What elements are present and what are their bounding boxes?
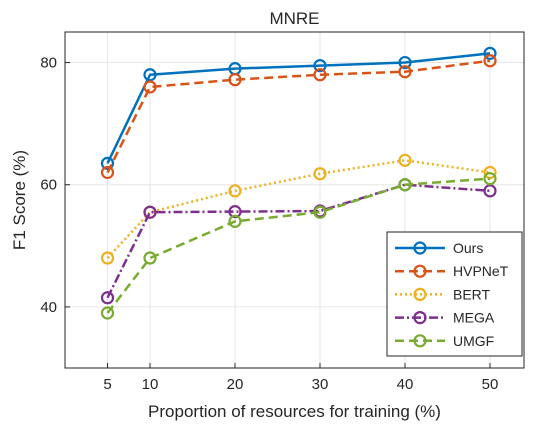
data-point bbox=[313, 167, 327, 181]
series-hvpnet bbox=[100, 54, 497, 180]
legend-item: HVPNeT bbox=[395, 263, 509, 279]
legend-swatch-marker bbox=[413, 287, 427, 301]
legend-item: Ours bbox=[395, 240, 483, 256]
data-point bbox=[100, 251, 115, 265]
data-point bbox=[483, 165, 497, 180]
data-point bbox=[313, 68, 327, 82]
series-line bbox=[106, 52, 491, 164]
data-point bbox=[143, 251, 157, 265]
data-point bbox=[483, 54, 497, 68]
data-point bbox=[143, 68, 157, 82]
series-ours bbox=[100, 46, 497, 170]
data-point bbox=[398, 65, 412, 79]
data-point bbox=[143, 80, 157, 94]
data-point bbox=[143, 205, 157, 219]
plot-frame bbox=[64, 31, 525, 369]
data-point bbox=[228, 214, 242, 228]
x-tick-label: 10 bbox=[142, 376, 159, 393]
data-point bbox=[100, 165, 115, 180]
y-axis-label: F1 Score (%) bbox=[10, 150, 29, 250]
legend-item: MEGA bbox=[395, 310, 495, 326]
axis-ticks: 5 10 20 30 40 50 40 60 80 bbox=[40, 55, 498, 393]
series-line bbox=[106, 183, 491, 299]
data-point bbox=[483, 172, 497, 186]
x-axis-label: Proportion of resources for training (%) bbox=[148, 402, 441, 421]
data-point bbox=[100, 156, 115, 170]
legend-label: MEGA bbox=[453, 310, 495, 326]
x-tick-label: 50 bbox=[482, 376, 499, 393]
data-point bbox=[313, 58, 327, 73]
legend-label: Ours bbox=[453, 240, 483, 256]
data-point bbox=[398, 153, 412, 167]
y-tick-label: 40 bbox=[40, 299, 57, 316]
grid bbox=[65, 32, 524, 368]
data-point bbox=[228, 73, 242, 87]
legend-swatch-marker bbox=[413, 241, 427, 255]
x-tick-label: 20 bbox=[227, 376, 244, 393]
data-point bbox=[398, 178, 412, 192]
data-point bbox=[100, 291, 115, 305]
series-umgf bbox=[100, 172, 497, 320]
data-point bbox=[228, 205, 242, 219]
x-tick-label: 5 bbox=[103, 376, 111, 393]
data-point bbox=[313, 205, 327, 219]
y-tick-label: 60 bbox=[40, 177, 57, 194]
data-point bbox=[398, 55, 412, 70]
legend-item: UMGF bbox=[395, 333, 494, 349]
data-point bbox=[100, 306, 115, 320]
x-tick-label: 40 bbox=[397, 376, 414, 393]
x-tick-label: 30 bbox=[312, 376, 329, 393]
data-point bbox=[228, 184, 242, 198]
legend-swatch-marker bbox=[413, 264, 427, 278]
legend-swatch-marker bbox=[413, 334, 427, 348]
series-line bbox=[106, 177, 491, 314]
legend-label: UMGF bbox=[453, 333, 494, 349]
legend-label: BERT bbox=[453, 286, 491, 302]
chart-title: MNRE bbox=[269, 9, 319, 28]
legend-item: BERT bbox=[395, 286, 491, 302]
legend-box bbox=[386, 231, 523, 357]
data-point bbox=[483, 46, 497, 60]
legend: Ours HVPNeT BERT MEGA UMGF bbox=[386, 231, 523, 357]
legend-label: HVPNeT bbox=[453, 263, 509, 279]
legend-swatch-marker bbox=[413, 311, 427, 325]
series bbox=[100, 46, 497, 320]
y-tick-label: 80 bbox=[40, 55, 57, 72]
data-point bbox=[483, 184, 497, 198]
series-line bbox=[106, 59, 491, 174]
